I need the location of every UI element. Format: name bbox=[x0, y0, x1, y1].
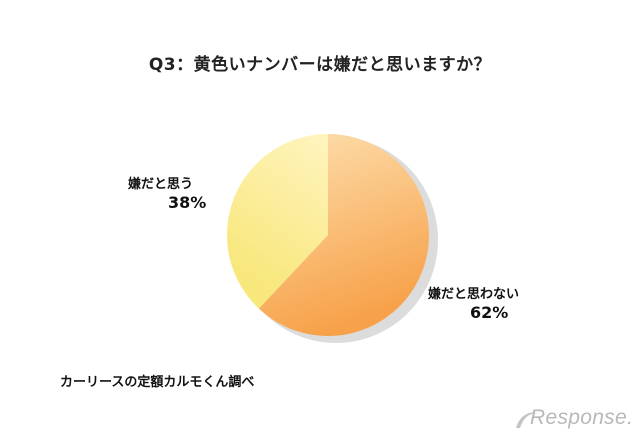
pie-slice-dislike bbox=[227, 134, 328, 309]
slice-label-dislike: 嫌だと思う 38% bbox=[128, 173, 238, 212]
logo-text: Response. bbox=[530, 406, 634, 429]
slice-label-not-dislike: 嫌だと思わない 62% bbox=[428, 283, 558, 322]
pie-slice-not-dislike bbox=[258, 134, 430, 336]
slice-value-not-dislike: 62% bbox=[470, 303, 509, 322]
response-logo: Response. bbox=[512, 406, 634, 436]
source-note: カーリースの定額カルモくん調べ bbox=[60, 375, 255, 390]
logo-swoosh-icon bbox=[516, 412, 538, 428]
chart-title: Q3：黄色いナンバーは嫌だと思いますか？ bbox=[148, 55, 492, 75]
slice-name-dislike: 嫌だと思う bbox=[128, 177, 194, 192]
slice-name-not-dislike: 嫌だと思わない bbox=[428, 287, 520, 302]
slice-value-dislike: 38% bbox=[168, 193, 207, 212]
